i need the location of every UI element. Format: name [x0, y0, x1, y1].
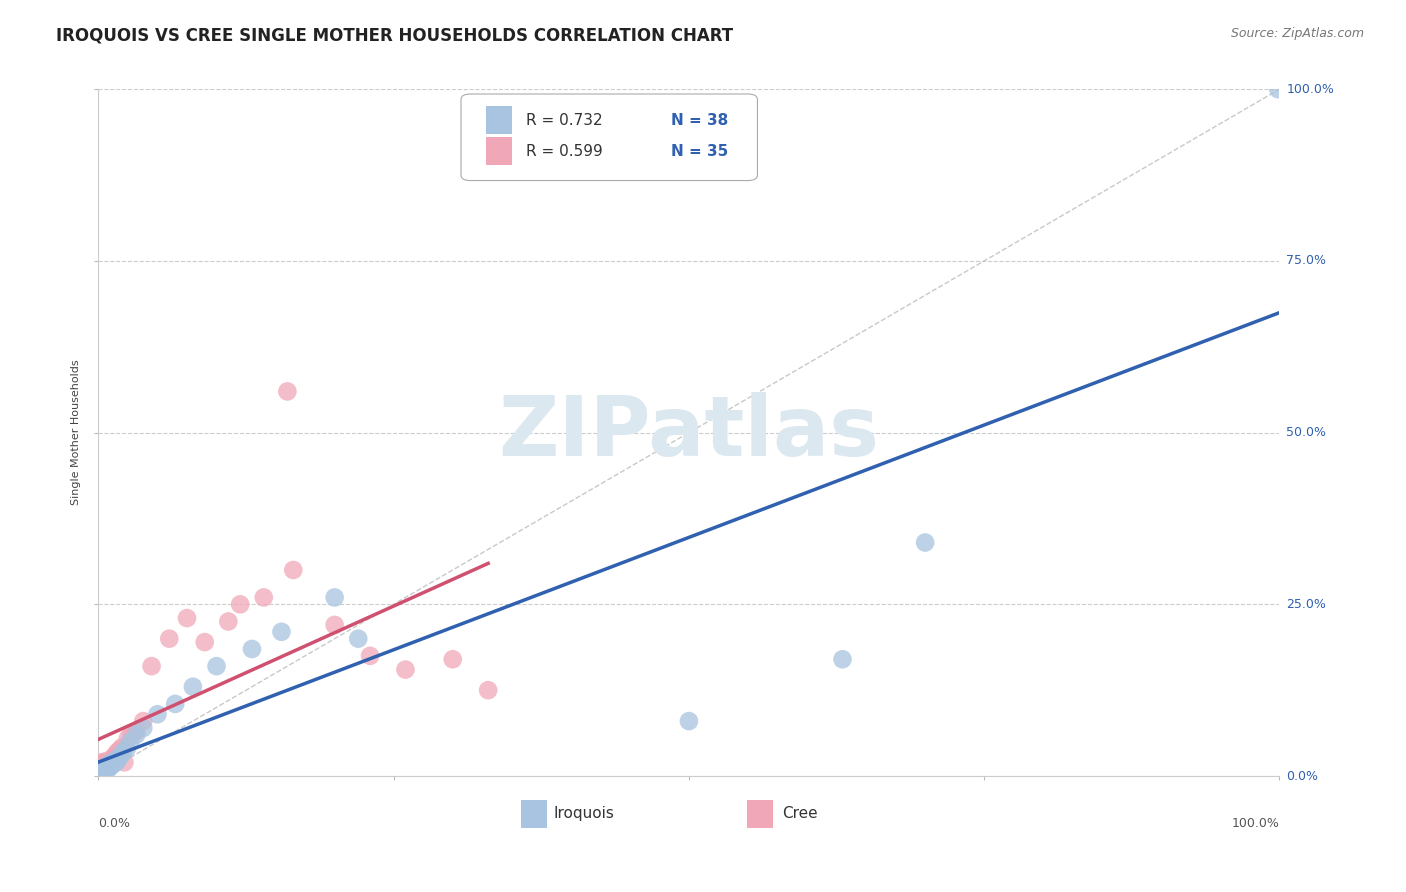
Point [347, 632, 370, 646]
Text: IROQUOIS VS CREE SINGLE MOTHER HOUSEHOLDS CORRELATION CHART: IROQUOIS VS CREE SINGLE MOTHER HOUSEHOLD… [56, 27, 734, 45]
Point [121, 728, 143, 742]
Point [110, 748, 132, 763]
Text: 75.0%: 75.0% [1286, 254, 1326, 268]
Point [120, 735, 142, 749]
Point [477, 683, 499, 698]
Point [229, 598, 252, 612]
Point [115, 741, 138, 756]
Point [276, 384, 298, 399]
Point [176, 611, 198, 625]
Y-axis label: Single Mother Households: Single Mother Households [72, 359, 82, 506]
Point [90, 765, 112, 780]
Point [831, 652, 853, 666]
Point [101, 756, 124, 770]
FancyBboxPatch shape [747, 800, 773, 828]
Point [98, 758, 121, 772]
Point [97, 758, 120, 772]
Point [98, 758, 121, 772]
Point [112, 756, 135, 770]
Point [914, 535, 936, 549]
Point [96, 754, 118, 768]
Point [112, 745, 135, 759]
Text: R = 0.732: R = 0.732 [526, 112, 603, 128]
Point [100, 754, 122, 768]
Point [101, 752, 124, 766]
Point [105, 752, 128, 766]
Point [105, 756, 128, 770]
Point [217, 615, 239, 629]
Point [141, 659, 163, 673]
Point [117, 731, 139, 746]
Point [323, 618, 346, 632]
Point [98, 761, 121, 775]
Point [100, 758, 122, 772]
Point [104, 748, 127, 763]
Point [91, 762, 114, 776]
Point [94, 762, 117, 776]
Point [441, 652, 464, 666]
Text: 50.0%: 50.0% [1286, 426, 1326, 439]
Text: 100.0%: 100.0% [1286, 83, 1334, 95]
Point [111, 740, 134, 755]
Point [283, 563, 305, 577]
Point [1267, 82, 1289, 96]
Point [253, 591, 276, 605]
Point [97, 762, 120, 776]
Text: N = 35: N = 35 [671, 144, 728, 159]
Point [125, 724, 148, 739]
FancyBboxPatch shape [461, 94, 758, 180]
Point [359, 648, 381, 663]
Text: R = 0.599: R = 0.599 [526, 144, 603, 159]
Point [205, 659, 228, 673]
Point [323, 591, 346, 605]
FancyBboxPatch shape [522, 800, 547, 828]
FancyBboxPatch shape [486, 106, 512, 134]
Point [165, 697, 187, 711]
Point [132, 721, 155, 735]
Point [146, 707, 169, 722]
Point [98, 758, 121, 772]
Text: 0.0%: 0.0% [98, 817, 131, 830]
Text: N = 38: N = 38 [671, 112, 728, 128]
Point [103, 756, 125, 771]
Point [132, 714, 155, 728]
Point [125, 728, 148, 742]
Point [93, 762, 115, 776]
Point [91, 764, 114, 779]
Text: Iroquois: Iroquois [553, 806, 614, 822]
Point [91, 758, 114, 772]
Point [90, 756, 112, 771]
Point [157, 632, 180, 646]
Point [240, 642, 263, 657]
Point [98, 756, 121, 771]
Point [394, 663, 416, 677]
Point [93, 764, 115, 778]
Point [270, 624, 292, 639]
Point [103, 749, 125, 764]
Text: 0.0%: 0.0% [1286, 770, 1319, 782]
Point [94, 756, 117, 771]
Point [107, 752, 129, 766]
Point [194, 635, 217, 649]
Point [91, 756, 114, 770]
Point [678, 714, 700, 728]
Point [93, 761, 115, 775]
Point [96, 761, 118, 775]
Point [91, 765, 114, 780]
Point [108, 743, 131, 757]
Point [97, 756, 120, 770]
Point [105, 745, 128, 759]
Text: ZIPatlas: ZIPatlas [499, 392, 879, 473]
Text: 25.0%: 25.0% [1286, 598, 1326, 611]
Point [181, 680, 204, 694]
Text: 100.0%: 100.0% [1232, 817, 1279, 830]
Point [104, 754, 127, 768]
FancyBboxPatch shape [486, 137, 512, 165]
Text: Source: ZipAtlas.com: Source: ZipAtlas.com [1230, 27, 1364, 40]
Text: Cree: Cree [782, 806, 818, 822]
